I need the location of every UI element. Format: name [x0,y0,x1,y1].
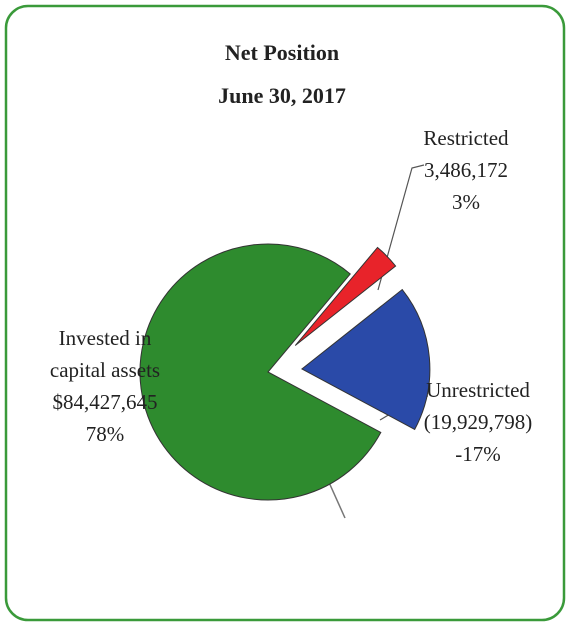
category-label: Restricted [423,126,509,150]
value-label: 3,486,172 [424,158,508,182]
percent-label: -17% [455,442,501,466]
pie-slice [300,288,431,431]
percent-label: 78% [86,422,125,446]
category-label: Unrestricted [426,378,530,402]
chart-subtitle: June 30, 2017 [218,83,346,108]
percent-label: 3% [452,190,480,214]
value-label: (19,929,798) [424,410,533,434]
pie-slice [139,243,382,501]
pie-slice [294,246,397,346]
category-label: Invested in capital assets [50,326,160,382]
leader-line [377,164,425,291]
chart-title: Net Position [225,40,339,65]
value-label: $84,427,645 [53,390,158,414]
